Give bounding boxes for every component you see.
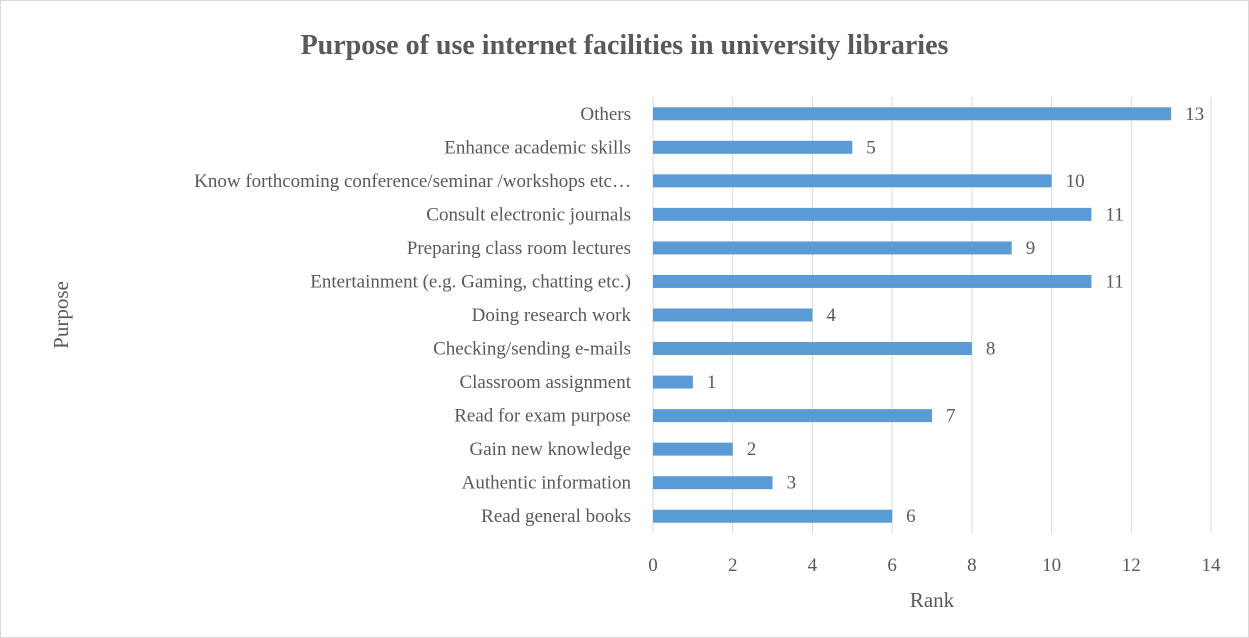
data-label: 7: [946, 406, 956, 427]
category-label: Doing research work: [472, 305, 632, 326]
bar: [653, 442, 733, 456]
category-label: Entertainment (e.g. Gaming, chatting etc…: [310, 271, 631, 292]
x-tick-label: 2: [728, 555, 738, 576]
x-axis-title: Rank: [910, 588, 955, 612]
x-tick-label: 4: [808, 555, 818, 576]
bar: [653, 476, 773, 490]
bar: [653, 207, 1092, 221]
data-label: 11: [1105, 271, 1123, 292]
bar: [653, 375, 693, 389]
data-label: 2: [747, 439, 757, 460]
data-labels: 6 3 2 7 1 8 4 11 9 11 10 5 13: [707, 104, 1204, 527]
chart-title: Purpose of use internet facilities in un…: [300, 30, 949, 61]
bar: [653, 274, 1092, 288]
category-label: Classroom assignment: [459, 372, 631, 393]
data-label: 6: [906, 506, 916, 527]
bar: [653, 174, 1052, 188]
category-label: Read for exam purpose: [454, 406, 631, 427]
category-label: Read general books: [481, 506, 631, 527]
x-tick-label: 12: [1122, 555, 1141, 576]
bar: [653, 107, 1172, 121]
data-label: 3: [787, 473, 797, 494]
bar: [653, 342, 972, 356]
category-label: Others: [580, 104, 631, 125]
bar: [653, 308, 813, 322]
x-tick-label: 6: [887, 555, 897, 576]
data-label: 13: [1185, 104, 1204, 125]
data-label: 9: [1026, 238, 1036, 259]
category-label: Gain new knowledge: [470, 439, 631, 460]
category-labels: Read general books Authentic information G…: [194, 104, 632, 527]
x-tick-label: 14: [1202, 555, 1222, 576]
data-label: 5: [866, 137, 876, 158]
category-label: Know forthcoming conference/seminar /wor…: [194, 171, 631, 192]
category-label: Authentic information: [462, 473, 632, 494]
bars: [653, 107, 1172, 523]
x-tick-labels: 0 2 4 6 8 10 12 14: [648, 555, 1221, 576]
x-tick-label: 8: [967, 555, 977, 576]
x-tick-label: 10: [1042, 555, 1061, 576]
data-label: 11: [1105, 204, 1123, 225]
category-label: Enhance academic skills: [444, 137, 631, 158]
y-axis-title: Purpose: [49, 281, 73, 349]
category-label: Checking/sending e-mails: [433, 339, 631, 360]
x-tick-label: 0: [648, 555, 658, 576]
bar: [653, 140, 853, 154]
data-label: 8: [986, 339, 996, 360]
data-label: 1: [707, 372, 717, 393]
data-label: 10: [1066, 171, 1085, 192]
bar: [653, 509, 893, 523]
category-label: Consult electronic journals: [426, 204, 631, 225]
bar: [653, 241, 1012, 255]
bar: [653, 409, 932, 423]
data-label: 4: [826, 305, 836, 326]
category-label: Preparing class room lectures: [407, 238, 631, 259]
